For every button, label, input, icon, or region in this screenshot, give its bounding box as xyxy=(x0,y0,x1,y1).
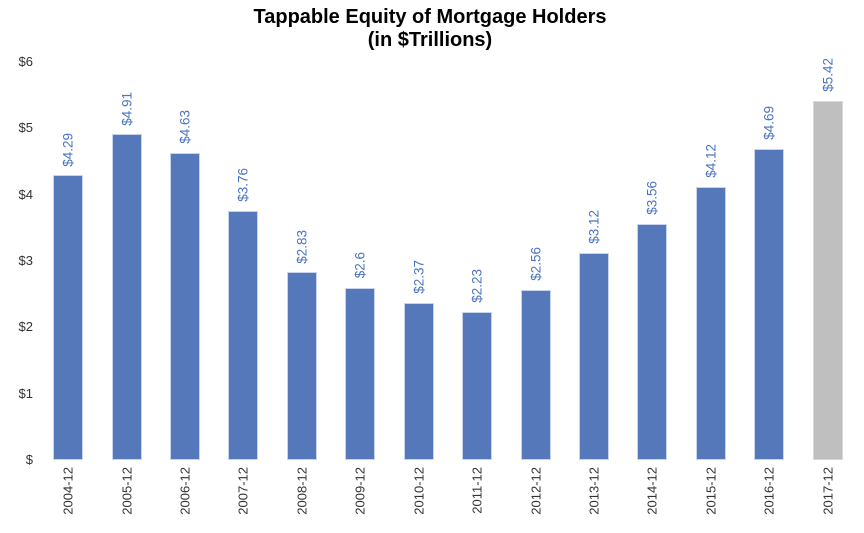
x-tick-label: 2014-12 xyxy=(644,467,660,515)
bar-value-label: $2.23 xyxy=(469,269,485,304)
x-tick-label: 2009-12 xyxy=(352,467,368,515)
bar-slot: $3.76 2007-12 xyxy=(214,62,272,515)
bar-value-label: $2.37 xyxy=(411,260,427,294)
chart-title: Tappable Equity of Mortgage Holders xyxy=(253,6,607,28)
x-tick-label: 2005-12 xyxy=(119,467,135,515)
bar xyxy=(462,312,493,460)
bar-value-label: $2.6 xyxy=(352,252,368,279)
x-tick-label: 2010-12 xyxy=(411,467,427,515)
bar xyxy=(228,210,259,460)
bar-slot: $2.23 2011-12 xyxy=(448,62,506,514)
bar xyxy=(403,302,434,460)
bar-value-label: $2.56 xyxy=(528,247,544,282)
bar-slot: $4.63 2006-12 xyxy=(156,62,214,515)
x-tick-label: 2012-12 xyxy=(528,467,544,515)
bar-slot: $4.12 2015-12 xyxy=(682,62,740,515)
bar xyxy=(286,272,317,460)
chart-subtitle: (in $Trillions) xyxy=(367,29,493,51)
x-tick-label: 2008-12 xyxy=(294,467,310,515)
bar-slot: $3.56 2014-12 xyxy=(623,62,681,515)
bar-value-label: $4.12 xyxy=(703,143,719,178)
y-tick-label: $5 xyxy=(18,120,33,136)
x-tick-label: 2016-12 xyxy=(761,467,777,515)
x-tick-label: 2015-12 xyxy=(703,467,719,515)
bar xyxy=(637,223,668,460)
bar-value-label: $4.29 xyxy=(60,132,76,167)
bar xyxy=(695,186,726,460)
bar xyxy=(111,134,142,460)
y-tick-label: $6 xyxy=(18,54,33,69)
bar-value-label: $2.83 xyxy=(294,229,310,264)
bar-slot: $4.29 2004-12 xyxy=(39,62,97,515)
bar-value-label: $5.42 xyxy=(820,57,836,92)
bar-slot: $2.6 2009-12 xyxy=(331,62,389,515)
y-tick-label: $ xyxy=(25,452,33,467)
bar-slot: $2.83 2008-12 xyxy=(273,62,331,515)
bar-value-label: $3.56 xyxy=(644,181,660,215)
x-tick-label: 2011-12 xyxy=(469,467,485,514)
bar-slot: $4.91 2005-12 xyxy=(97,62,155,515)
bar-value-label: $4.91 xyxy=(119,91,135,126)
bar xyxy=(345,287,376,460)
bar-slot: $2.37 2010-12 xyxy=(390,62,448,515)
bar-value-label: $3.12 xyxy=(586,210,602,244)
bar xyxy=(170,152,201,460)
bar-slot: $2.56 2012-12 xyxy=(506,62,564,515)
x-tick-label: 2017-12 xyxy=(820,467,836,515)
x-tick-label: 2004-12 xyxy=(60,467,76,515)
y-tick-label: $3 xyxy=(18,253,33,268)
y-tick-label: $2 xyxy=(18,319,33,335)
x-tick-label: 2013-12 xyxy=(586,467,602,515)
plot-area: $4.29 2004-12 $4.91 2005-12 $4.63 2006-12 $3.7… xyxy=(39,58,857,515)
bar-highlighted xyxy=(812,100,843,460)
bar xyxy=(579,253,609,460)
bar-slot: $5.42 2017-12 xyxy=(798,58,856,515)
x-tick-label: 2007-12 xyxy=(235,467,251,515)
y-axis: $ $1 $2 $3 $4 $5 $6 xyxy=(0,54,33,467)
bar-value-label: $4.63 xyxy=(177,110,193,144)
bar-slot: $3.12 2013-12 xyxy=(565,62,623,515)
y-tick-label: $1 xyxy=(18,385,33,401)
bar xyxy=(520,290,551,460)
bar xyxy=(754,148,785,460)
bar-value-label: $3.76 xyxy=(235,167,251,202)
bar-value-label: $4.69 xyxy=(761,106,777,140)
bar xyxy=(53,175,84,460)
bar-slot: $4.69 2016-12 xyxy=(740,62,798,515)
y-tick-label: $4 xyxy=(18,186,33,202)
x-tick-label: 2006-12 xyxy=(177,467,193,515)
